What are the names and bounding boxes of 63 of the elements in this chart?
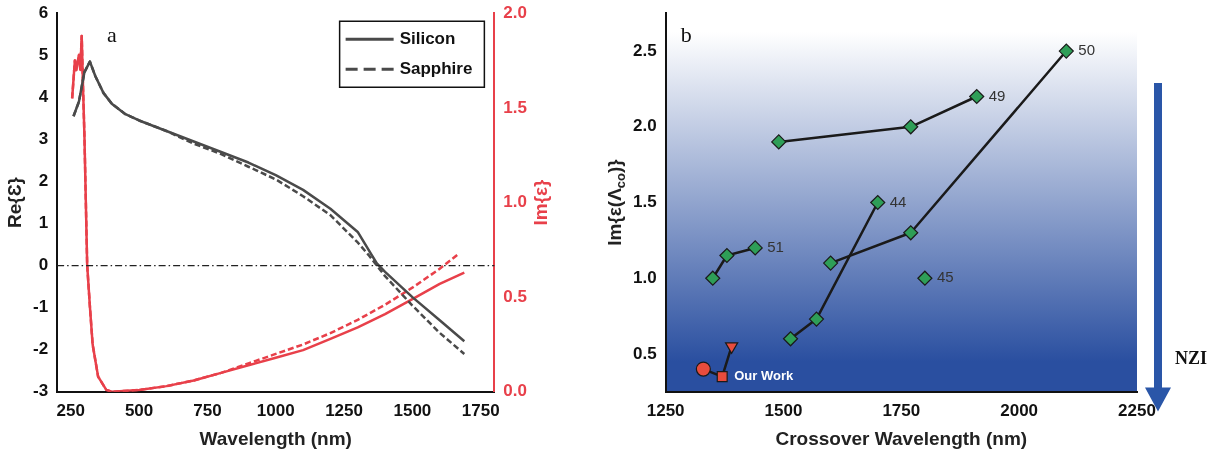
y-tick-label: -2 <box>32 339 49 359</box>
point <box>719 247 735 264</box>
x-axis-title: Crossover Wavelength (nm) <box>775 427 1028 449</box>
point <box>782 331 799 347</box>
legend-label: Sapphire <box>399 58 473 78</box>
point <box>823 255 839 271</box>
x-axis-title: Wavelength (nm) <box>199 427 352 449</box>
legend-label: Silicon <box>399 28 456 48</box>
y-tick-label: -3 <box>32 381 49 401</box>
x-tick-label: 1000 <box>256 400 295 420</box>
point <box>771 134 787 150</box>
y-tick-label: 1.0 <box>632 267 657 287</box>
series-label: 49 <box>988 86 1006 104</box>
y-tick-label: 4 <box>38 87 49 107</box>
y2-tick-label: 2.0 <box>503 2 528 22</box>
y2-axis-title: Im{ε} <box>530 178 552 226</box>
x-tick-label: 2250 <box>1118 400 1156 420</box>
y-tick-label: 2.0 <box>632 116 657 136</box>
x-tick-label: 1250 <box>325 400 363 420</box>
y2-tick-label: 1.5 <box>503 97 528 117</box>
x-tick-label: 1250 <box>646 400 685 420</box>
point <box>705 270 721 286</box>
x-tick-label: 1750 <box>461 400 500 420</box>
y-tick-label: 0.5 <box>632 343 657 363</box>
point <box>747 240 763 256</box>
y2-tick-label: 0.0 <box>503 381 528 401</box>
annotation: b <box>680 21 692 47</box>
point <box>870 194 886 211</box>
x-tick-label: 1500 <box>393 400 432 420</box>
point <box>724 342 739 354</box>
x-tick-label: 500 <box>124 400 154 420</box>
y-axis-title: Re{Ɛ} <box>4 176 26 228</box>
y-tick-label: 6 <box>38 2 49 22</box>
y-tick-label: 1 <box>38 213 49 233</box>
y2-tick-label: 0.5 <box>503 286 528 306</box>
y-tick-label: 3 <box>38 129 49 149</box>
series-label: 51 <box>767 238 784 256</box>
x-tick-label: 750 <box>193 400 222 420</box>
point <box>695 361 711 377</box>
point <box>917 270 933 286</box>
y-tick-label: 0 <box>38 255 49 275</box>
y-tick-label: 1.5 <box>632 192 657 212</box>
y-tick-label: -1 <box>32 297 49 317</box>
point <box>808 311 825 327</box>
annotation: Our Work <box>734 368 794 384</box>
x-tick-label: 2000 <box>1000 400 1039 420</box>
point <box>1058 43 1074 59</box>
x-tick-label: 250 <box>56 400 85 420</box>
point <box>969 88 985 105</box>
y2-tick-label: 1.0 <box>503 192 528 212</box>
text: NZI <box>1175 348 1208 369</box>
y-tick-label: 5 <box>38 44 49 64</box>
x-tick-label: 1750 <box>882 400 921 420</box>
point <box>903 225 919 241</box>
annotation: a <box>107 21 118 47</box>
series-label: 50 <box>1078 41 1095 59</box>
series-label: 45 <box>936 268 954 286</box>
point <box>716 371 728 383</box>
point <box>903 119 919 135</box>
series-label: 44 <box>889 192 907 210</box>
y-tick-label: 2.5 <box>632 40 657 60</box>
y-tick-label: 2 <box>38 171 49 191</box>
x-tick-label: 1500 <box>764 400 803 420</box>
